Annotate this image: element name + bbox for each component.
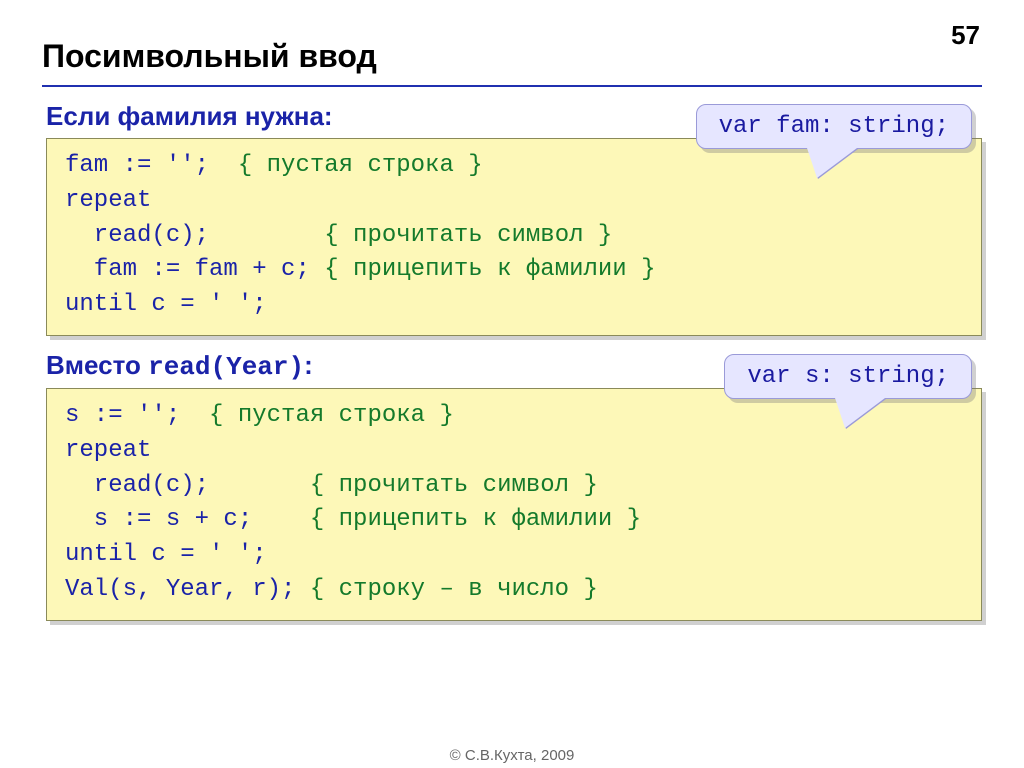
- code-line: Val(s, Year, r);: [65, 576, 310, 603]
- title-rule: [42, 85, 982, 87]
- code-comment: { прицепить к фамилии }: [310, 506, 641, 533]
- code-line: s := s + c;: [65, 506, 310, 533]
- code-line: s := '';: [65, 402, 209, 429]
- slide-title: Посимвольный ввод: [42, 38, 982, 75]
- callout-tail-icon: [807, 148, 857, 178]
- callout-text: var s: string;: [747, 363, 949, 390]
- code-line: read(c);: [65, 472, 310, 499]
- code-line: until c = ' ';: [65, 291, 267, 318]
- code-comment: { прочитать символ }: [324, 222, 612, 249]
- heading-mono: read(Year): [148, 352, 304, 382]
- code-comment: { пустая строка }: [238, 152, 483, 179]
- page-number: 57: [951, 20, 980, 51]
- heading-post: :: [304, 350, 313, 380]
- slide: 57 Посимвольный ввод Если фамилия нужна:…: [0, 0, 1024, 768]
- code-line: repeat: [65, 187, 151, 214]
- callout-tail-icon: [835, 398, 885, 428]
- section2-callout: var s: string;: [724, 354, 972, 399]
- code-line: until c = ' ';: [65, 541, 267, 568]
- code-line: fam := '';: [65, 152, 238, 179]
- code-comment: { прицепить к фамилии }: [324, 256, 655, 283]
- section1-codebox-wrap: var fam: string; fam := ''; { пустая стр…: [46, 138, 982, 336]
- footer-copyright: © С.В.Кухта, 2009: [0, 747, 1024, 764]
- section2-codebox-wrap: var s: string; s := ''; { пустая строка …: [46, 388, 982, 621]
- code-line: read(c);: [65, 222, 324, 249]
- code-comment: { пустая строка }: [209, 402, 454, 429]
- heading-pre: Вместо: [46, 350, 148, 380]
- section1-callout: var fam: string;: [696, 104, 972, 149]
- code-comment: { прочитать символ }: [310, 472, 598, 499]
- code-line: fam := fam + c;: [65, 256, 324, 283]
- code-comment: { строку – в число }: [310, 576, 598, 603]
- code-line: repeat: [65, 437, 151, 464]
- callout-text: var fam: string;: [719, 113, 949, 140]
